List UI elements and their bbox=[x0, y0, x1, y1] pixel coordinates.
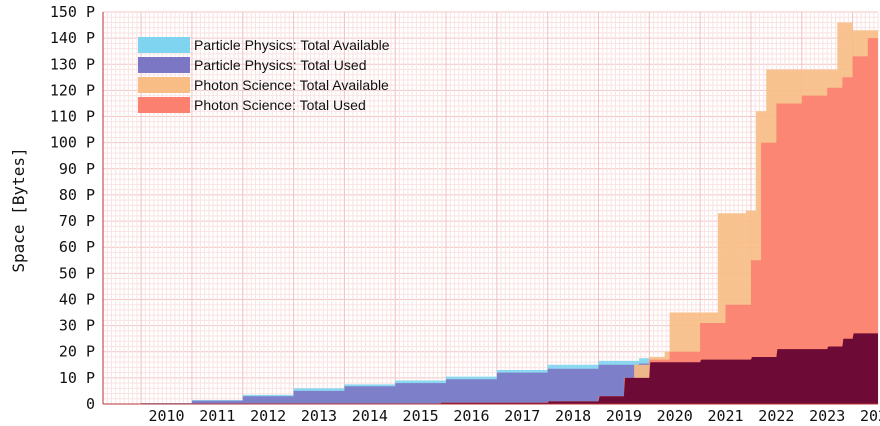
legend-swatch bbox=[138, 77, 190, 93]
y-tick-label: 0 bbox=[86, 395, 95, 413]
x-tick-label: 2019 bbox=[606, 407, 642, 425]
y-tick-label: 30 P bbox=[59, 317, 95, 335]
series-areas bbox=[110, 22, 879, 404]
legend: Particle Physics: Total Available Particl… bbox=[138, 37, 390, 113]
y-tick-label: 100 P bbox=[50, 134, 95, 152]
y-tick-label: 80 P bbox=[59, 186, 95, 204]
area-photon-science-total-used bbox=[441, 38, 878, 404]
x-tick-label: 2013 bbox=[301, 407, 337, 425]
x-tick-label: 2010 bbox=[148, 407, 184, 425]
y-tick-label: 70 P bbox=[59, 212, 95, 230]
y-tick-label: 140 P bbox=[50, 29, 95, 47]
legend-label: Photon Science: Total Used bbox=[194, 97, 366, 113]
y-tick-label: 10 P bbox=[59, 369, 95, 387]
legend-label: Particle Physics: Total Used bbox=[194, 57, 366, 73]
x-tick-label: 2011 bbox=[199, 407, 235, 425]
y-tick-label: 90 P bbox=[59, 160, 95, 178]
axes: 0 10 P 20 P 30 P 40 P 50 P 60 P 70 P 80 P 90 P 100… bbox=[50, 3, 880, 425]
x-tick-label: 2016 bbox=[453, 407, 489, 425]
legend-swatch bbox=[138, 97, 190, 113]
y-axis-label: Space [Bytes] bbox=[9, 147, 28, 272]
x-tick-label: 2017 bbox=[504, 407, 540, 425]
x-tick-label: 2020 bbox=[657, 407, 693, 425]
legend-label: Particle Physics: Total Available bbox=[194, 37, 390, 53]
y-tick-label: 120 P bbox=[50, 81, 95, 99]
legend-swatch bbox=[138, 57, 190, 73]
y-tick-label: 60 P bbox=[59, 238, 95, 256]
legend-label: Photon Science: Total Available bbox=[194, 77, 389, 93]
y-tick-label: 110 P bbox=[50, 108, 95, 126]
area-overlap bbox=[441, 333, 878, 404]
y-tick-label: 130 P bbox=[50, 55, 95, 73]
x-tick-label: 2023 bbox=[809, 407, 845, 425]
y-tick-label: 20 P bbox=[59, 343, 95, 361]
y-tick-label: 150 P bbox=[50, 3, 95, 21]
x-tick-label: 2021 bbox=[707, 407, 743, 425]
x-tick-label: 2014 bbox=[352, 407, 388, 425]
x-tick-label: 2012 bbox=[250, 407, 286, 425]
y-tick-label: 40 P bbox=[59, 290, 95, 308]
x-tick-label: 2018 bbox=[555, 407, 591, 425]
x-tick-label: 2024 bbox=[860, 407, 880, 425]
legend-swatch bbox=[138, 37, 190, 53]
y-tick-label: 50 P bbox=[59, 264, 95, 282]
x-tick-label: 2015 bbox=[403, 407, 439, 425]
x-tick-label: 2022 bbox=[758, 407, 794, 425]
